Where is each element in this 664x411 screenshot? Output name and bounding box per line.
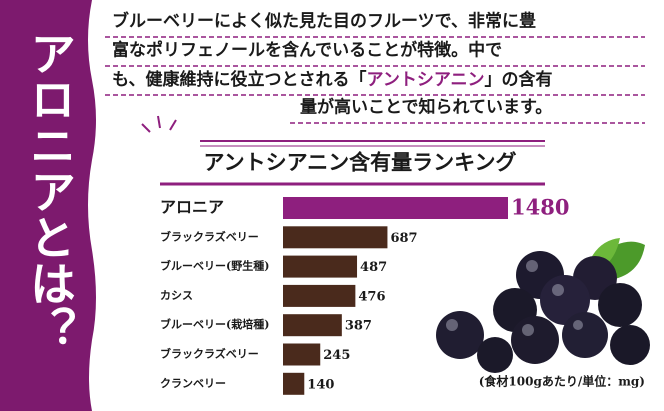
- category-label: カシス: [160, 289, 193, 302]
- bar: [283, 255, 358, 278]
- intro-line: も、健康維持に役立つとされる「アントシアニン」の含有: [112, 69, 552, 90]
- category-label: アロニア: [160, 198, 224, 217]
- category-label: ブルーベリー(野生種): [160, 259, 269, 273]
- chart-title: アントシアニン含有量ランキング: [203, 150, 516, 175]
- value-label: 687: [390, 231, 417, 246]
- side-panel: [0, 0, 96, 411]
- intro-highlight: アントシアニン: [367, 70, 485, 90]
- bar: [283, 284, 356, 307]
- intro-line: ブルーベリーによく似た見た目のフルーツで、非常に豊: [112, 11, 536, 32]
- value-label: 476: [358, 289, 385, 304]
- dash-lines: [105, 36, 645, 124]
- category-label: ブラックラズベリー: [160, 347, 259, 361]
- value-label: 1480: [511, 195, 569, 220]
- bar: [283, 314, 342, 337]
- intro-part: も、健康維持に役立つとされる「: [112, 69, 367, 90]
- value-label: 487: [360, 260, 387, 275]
- berries: [436, 238, 650, 373]
- category-label: クランベリー: [160, 377, 226, 390]
- intro-part: 」の含有: [484, 69, 552, 90]
- category-label: ブラックラズベリー: [160, 229, 259, 243]
- side-title: アロニアとは？: [23, 30, 77, 352]
- bar: [283, 372, 305, 395]
- intro-line: 富なポリフェノールを含んでいることが特徴。中で: [112, 40, 502, 61]
- intro-line: 量が高いことで知られています。: [300, 97, 552, 118]
- bar: [283, 197, 508, 219]
- category-label: ブルーベリー(栽培種): [160, 317, 269, 331]
- intro: ブルーベリーによく似た見た目のフルーツで、非常に豊 富なポリフェノールを含んでい…: [105, 11, 645, 124]
- unit-note: (食材100gあたり/単位：mg): [479, 374, 645, 389]
- value-label: 387: [345, 319, 372, 334]
- value-label: 140: [307, 377, 334, 392]
- bar: [283, 343, 321, 366]
- value-label: 245: [323, 348, 350, 363]
- sparkle: [141, 115, 177, 133]
- bar: [283, 226, 388, 249]
